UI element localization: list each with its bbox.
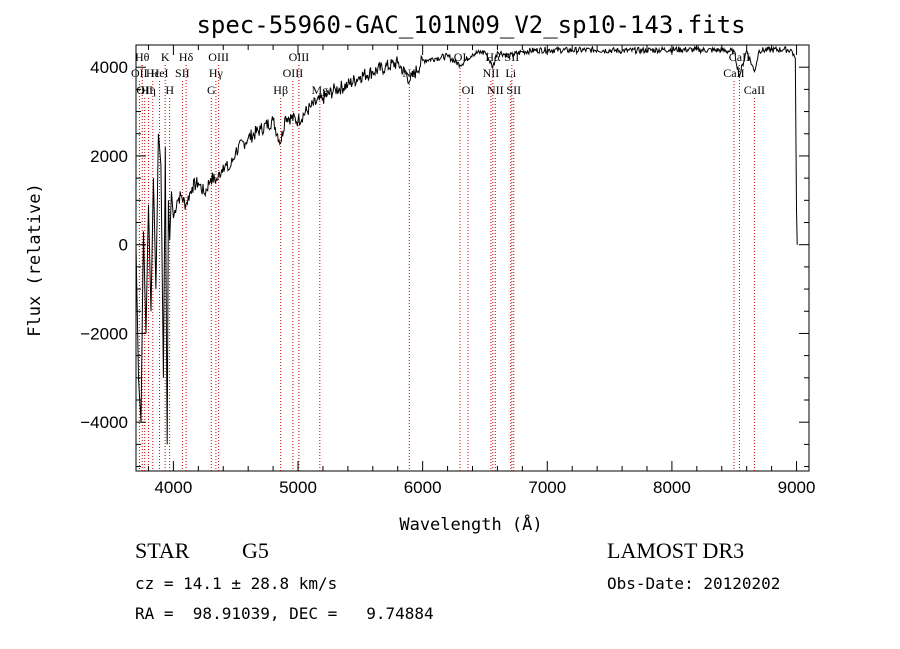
spectral-line-label: CaII [729,50,750,64]
spectral-line-label: Hθ [135,50,150,64]
spectral-line-label: Hε [146,66,160,80]
spectral-line-label: Hβ [273,83,288,97]
x-tick-label: 4000 [154,478,192,497]
x-axis-title: Wavelength (Å) [399,513,542,535]
coordinates: RA = 98.91039, DEC = 9.74884 [135,604,434,623]
spectral-line-label: OII [131,66,148,80]
x-tick-label: 8000 [653,478,691,497]
survey-name: LAMOST DR3 [607,538,745,563]
spectral-line-label: Hη [141,83,156,97]
spectral-line-label: H [165,83,174,97]
spectral-line-markers [138,65,755,471]
spectral-line-label: OIII [289,50,310,64]
spectral-line-label: OI [454,50,467,64]
observation-date: Obs-Date: 20120202 [607,574,781,593]
spectral-line-label: NII [487,83,504,97]
spectral-line-label: OIII [283,66,304,80]
spectral-line-label: G [207,83,216,97]
plot-frame [135,44,810,472]
spectral-line-label: OIII [208,50,229,64]
axes: 4000 5000 6000 7000 8000 9000 −4000 −2000 0 2000 4… [80,44,816,497]
spectral-line-label: NII [483,66,500,80]
spectral-line-label: Hγ [209,66,224,80]
spectral-line-labels: OIIHθOIIHηHεHeIKHSIIHδGHγOIIIHβOIIIOIIIM… [131,50,765,97]
spectral-line-label: OI [462,83,475,97]
x-tick-label: 5000 [279,478,317,497]
redshift-velocity: cz = 14.1 ± 28.8 km/s [135,574,338,593]
spectral-line-label: HeI [151,66,169,80]
x-tick-label: 9000 [778,478,816,497]
x-tick-label: 6000 [404,478,442,497]
spectral-line-label: Li [505,66,516,80]
object-class: STAR [135,538,190,563]
chart-title: spec-55960-GAC_101N09_V2_sp10-143.fits [196,11,745,39]
object-subclass: G5 [242,538,269,563]
x-tick-label: 7000 [528,478,566,497]
y-tick-label: −4000 [80,413,128,432]
y-tick-label: −2000 [80,324,128,343]
y-axis-title: Flux (relative) [25,183,45,337]
spectral-line-label: SII [506,83,521,97]
spectral-line-label: K [161,50,170,64]
spectral-line-label: SII [175,66,190,80]
y-tick-label: 0 [119,236,128,255]
spectral-line-label: Hδ [179,50,194,64]
y-tick-label: 4000 [90,58,128,77]
spectral-line-label: OII [136,83,153,97]
spectral-line-label: CaII [744,83,765,97]
spectrum-line [135,45,798,445]
y-tick-label: 2000 [90,147,128,166]
